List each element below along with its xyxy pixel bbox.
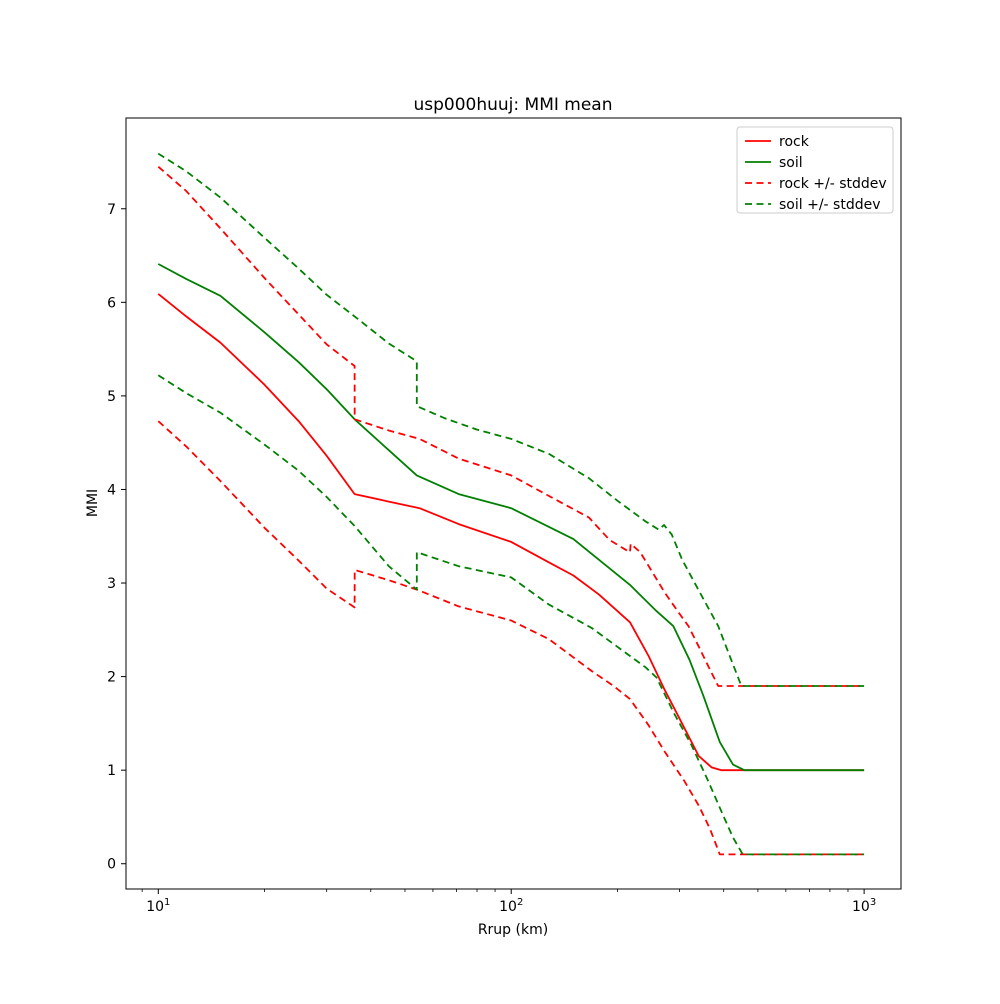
axes: 101 102 103 0 1 2 3 4 5 6 7 bbox=[107, 117, 902, 915]
plot-border bbox=[125, 117, 902, 890]
y-tick-label: 6 bbox=[107, 295, 116, 311]
chart-title: usp000huuj: MMI mean bbox=[413, 95, 612, 115]
y-tick-label: 5 bbox=[107, 389, 116, 405]
series-line-soil-plus-stddev bbox=[157, 152, 865, 687]
data-series bbox=[157, 152, 865, 856]
legend-label: soil +/- stddev bbox=[779, 197, 881, 213]
y-tick-label: 0 bbox=[107, 857, 116, 873]
x-axis-label: Rrup (km) bbox=[478, 922, 548, 938]
legend-label: soil bbox=[779, 155, 803, 171]
y-tick-label: 1 bbox=[107, 763, 116, 779]
y-tick-label: 4 bbox=[107, 482, 116, 498]
legend-box bbox=[736, 126, 894, 214]
legend: rock soil rock +/- stddev soil +/- stddev bbox=[736, 126, 894, 214]
series-line-rock-mean bbox=[157, 293, 865, 772]
x-tick-label: 103 bbox=[852, 897, 876, 915]
y-tick-label: 7 bbox=[107, 202, 116, 218]
x-tick-label: 102 bbox=[499, 897, 523, 915]
legend-label: rock +/- stddev bbox=[779, 176, 887, 192]
series-line-soil-minus-stddev bbox=[157, 374, 865, 856]
legend-label: rock bbox=[779, 134, 810, 150]
series-line-soil-mean bbox=[157, 263, 865, 772]
series-line-rock-minus-stddev bbox=[157, 420, 865, 856]
x-tick-label: 101 bbox=[146, 897, 170, 915]
y-tick-label: 3 bbox=[107, 576, 116, 592]
series-line-rock-plus-stddev bbox=[157, 166, 865, 687]
y-tick-label: 2 bbox=[107, 670, 116, 686]
y-axis-label: MMI bbox=[85, 489, 101, 517]
